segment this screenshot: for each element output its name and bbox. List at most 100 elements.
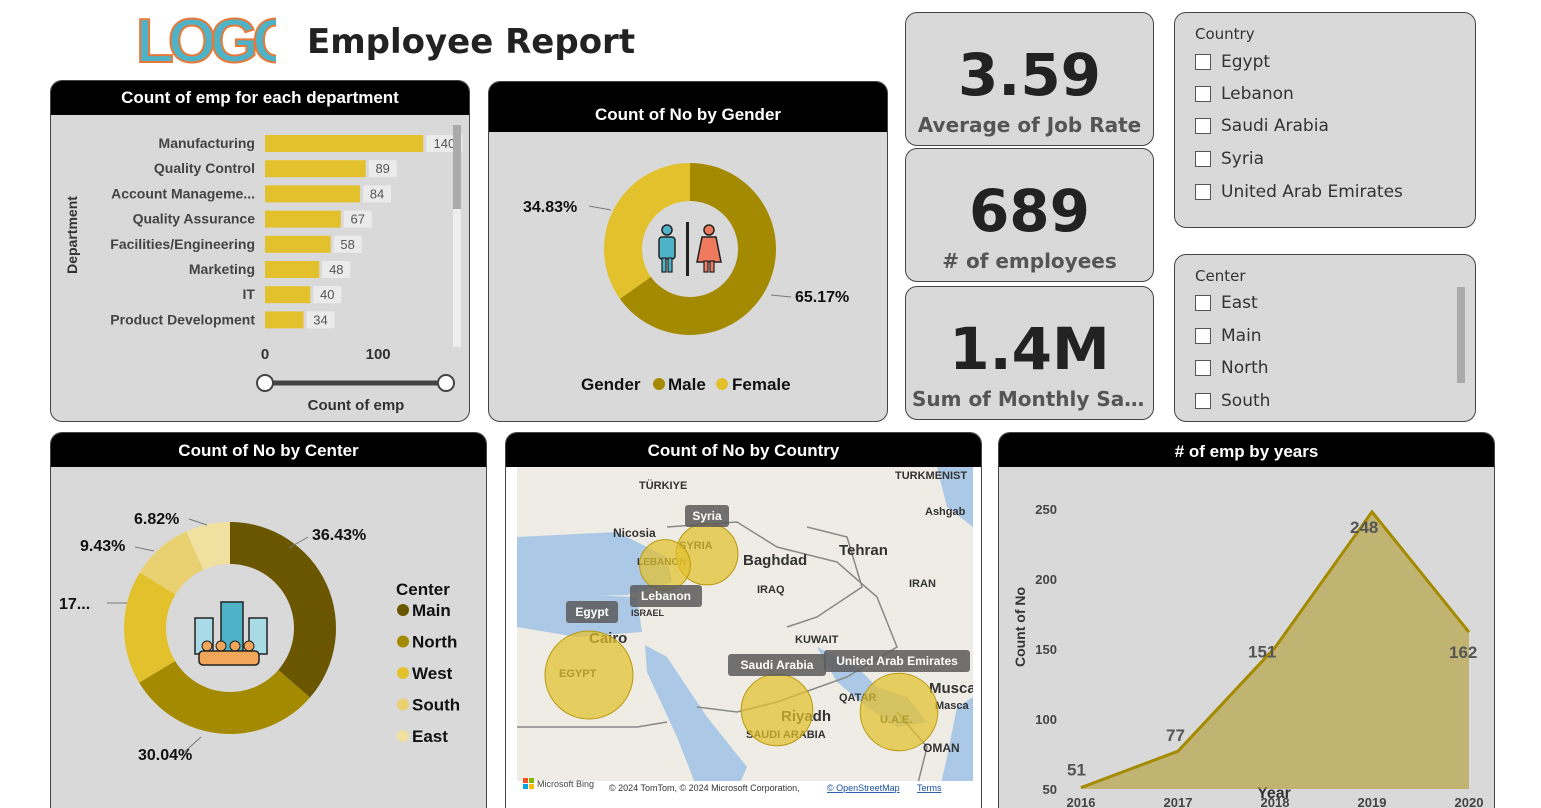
scrollbar[interactable] xyxy=(1457,287,1465,383)
logo-mark: LOGO xyxy=(135,6,305,77)
checkbox-icon[interactable] xyxy=(1195,184,1211,200)
kpi-label: # of employees xyxy=(942,249,1117,273)
slicer-item-label: United Arab Emirates xyxy=(1221,182,1403,202)
donut-slice xyxy=(230,522,336,698)
slicer-item-label: Saudi Arabia xyxy=(1221,116,1329,136)
x-tick-label: 2017 xyxy=(1164,795,1193,808)
bing-logo-icon xyxy=(529,784,534,789)
card-title: # of emp by years xyxy=(999,433,1494,467)
map-attribution: © 2024 TomTom, © 2024 Microsoft Corporat… xyxy=(609,783,800,793)
data-label: 58 xyxy=(340,237,354,252)
bar xyxy=(265,210,341,228)
data-label: 17... xyxy=(59,596,90,613)
map-bubble xyxy=(544,630,634,720)
leader-line xyxy=(180,736,202,756)
slicer-item-main[interactable]: Main xyxy=(1195,323,1262,349)
years-area-chart[interactable]: Count of No Year 250 200 150 100 50 2016 2017 2… xyxy=(999,467,1494,808)
data-label: 140 xyxy=(434,136,456,151)
data-label: 151 xyxy=(1248,643,1276,662)
slicer-title: Country xyxy=(1195,25,1255,43)
checkbox-icon[interactable] xyxy=(1195,86,1211,102)
kpi-card-salary[interactable]: 1.4M Sum of Monthly Sala... xyxy=(905,286,1154,420)
category-label: Product Development xyxy=(110,311,255,327)
map-bubble xyxy=(740,673,814,747)
bar xyxy=(265,235,331,253)
page-title: Employee Report xyxy=(307,22,636,62)
legend-marker xyxy=(397,635,409,648)
donut-slice xyxy=(186,522,230,570)
bing-logo-icon xyxy=(529,778,534,783)
terms-link: Terms xyxy=(917,783,942,793)
kpi-value: 689 xyxy=(968,177,1091,245)
data-label: 34 xyxy=(313,312,327,327)
map-place-label: Nicosia xyxy=(613,526,656,540)
gender-donut-chart[interactable]: 65.17% 34.83% Gender Male Female xyxy=(489,132,887,421)
sea xyxy=(937,697,973,801)
slicer-item-uae[interactable]: United Arab Emirates xyxy=(1195,179,1403,205)
checkbox-icon[interactable] xyxy=(1195,393,1211,409)
checkbox-icon[interactable] xyxy=(1195,295,1211,311)
slicer-item-egypt[interactable]: Egypt xyxy=(1195,49,1270,75)
dept-chart-card: Count of emp for each department Departm… xyxy=(50,80,470,422)
slicer-item-east[interactable]: East xyxy=(1195,290,1258,316)
map-place-label: Masca xyxy=(935,700,970,712)
y-tick-label: 250 xyxy=(1035,502,1057,517)
legend-item: East xyxy=(412,727,448,746)
category-label: Marketing xyxy=(189,261,255,277)
checkbox-icon[interactable] xyxy=(1195,151,1211,167)
data-label-bg xyxy=(368,160,397,178)
scrollbar-thumb xyxy=(453,125,461,209)
center-donut-chart[interactable]: 36.43% 30.04% 17... 9.43% 6.82% Center Main N… xyxy=(51,467,486,808)
map-tooltip-label: United Arab Emirates xyxy=(836,654,958,668)
country-map[interactable]: TÜRKIYETURKMENISTAshgabNicosiaSYRIALEBAN… xyxy=(517,467,973,801)
data-label-bg xyxy=(322,261,351,278)
card-title: Count of No by Country xyxy=(506,433,981,467)
area-fill xyxy=(1081,511,1469,789)
legend-item: South xyxy=(412,696,460,715)
x-tick-label: 100 xyxy=(366,346,391,363)
data-label: 40 xyxy=(320,287,334,302)
scrollbar xyxy=(453,125,461,347)
checkbox-icon[interactable] xyxy=(1195,328,1211,344)
x-tick-label: 2016 xyxy=(1067,795,1096,808)
legend-item: Main xyxy=(412,601,451,620)
slicer-item-south[interactable]: South xyxy=(1195,388,1270,414)
y-tick-label: 100 xyxy=(1035,712,1057,727)
map-place-label: Tehran xyxy=(839,542,888,559)
slicer-item-label: East xyxy=(1221,293,1258,313)
kpi-card-employees[interactable]: 689 # of employees xyxy=(905,148,1154,282)
sea xyxy=(517,532,672,597)
sea xyxy=(937,467,973,527)
map-place-label: ISRAEL xyxy=(631,608,665,618)
slicer-item-lebanon[interactable]: Lebanon xyxy=(1195,81,1294,107)
map-bubble xyxy=(639,539,691,591)
donut-slice xyxy=(619,163,776,335)
slicer-item-label: Egypt xyxy=(1221,52,1271,72)
legend-item-male: Male xyxy=(668,375,706,394)
leader-line xyxy=(288,536,309,549)
checkbox-icon[interactable] xyxy=(1195,360,1211,376)
kpi-value: 1.4M xyxy=(949,315,1110,383)
donut-slice xyxy=(604,163,690,299)
map-tooltip xyxy=(566,601,618,623)
logo: LOGO xyxy=(135,6,305,77)
donut-slice xyxy=(139,531,204,595)
building-icon xyxy=(194,601,268,666)
leader-line xyxy=(134,546,155,552)
donut-slice xyxy=(139,660,311,734)
checkbox-icon[interactable] xyxy=(1195,54,1211,70)
bar xyxy=(265,185,361,203)
slicer-item-saudi-arabia[interactable]: Saudi Arabia xyxy=(1195,113,1329,139)
checkbox-icon[interactable] xyxy=(1195,118,1211,134)
map-chart-card: Count of No by Country TÜRKIYE TURKMENIST… xyxy=(505,432,982,808)
card-title: Count of emp for each department xyxy=(51,81,469,115)
bing-logo-icon xyxy=(523,778,528,783)
dept-bar-chart[interactable]: Department Manufacturing 140 Quality Contr… xyxy=(51,115,469,421)
kpi-card-job-rate[interactable]: 3.59 Average of Job Rate xyxy=(905,12,1154,146)
slicer-item-north[interactable]: North xyxy=(1195,355,1269,381)
axis-title-y: Department xyxy=(64,196,80,274)
legend-marker xyxy=(397,730,409,742)
legend-title: Center xyxy=(396,580,450,599)
slicer-item-syria[interactable]: Syria xyxy=(1195,146,1264,172)
leader-line xyxy=(770,294,792,298)
